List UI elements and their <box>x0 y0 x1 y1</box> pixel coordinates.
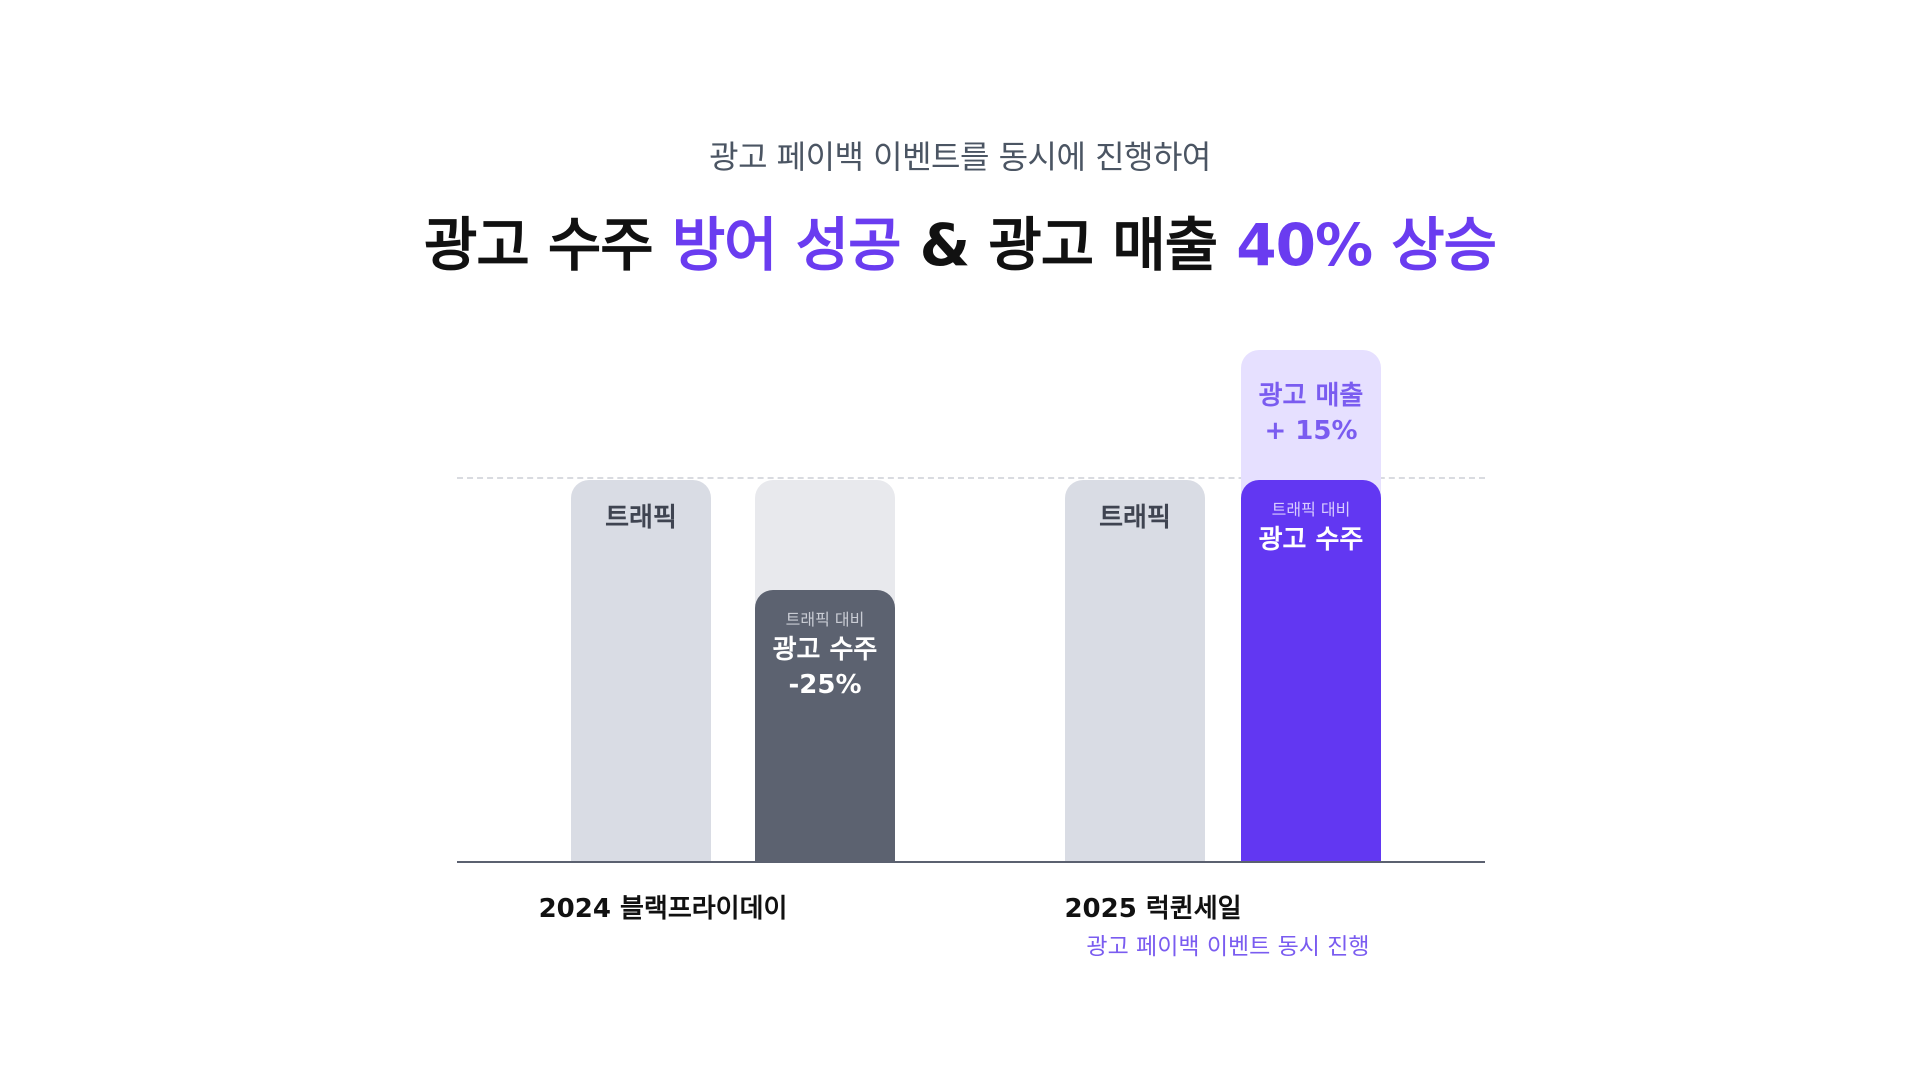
reference-line <box>457 477 1485 479</box>
x-axis-baseline <box>457 861 1485 863</box>
x-tick-label: 2025 럭퀸세일 <box>1064 894 1242 924</box>
bar-label: 광고 수주 <box>1258 525 1364 555</box>
bar-label: -25% <box>788 670 862 701</box>
bar-label: 트래픽 <box>605 503 677 533</box>
bar-label: 트래픽 대비 <box>785 610 865 630</box>
headline-text: & 광고 매출 <box>900 211 1237 279</box>
headline-accent: 방어 성공 <box>671 211 902 279</box>
bar-traffic-2024: 트래픽 <box>571 480 711 861</box>
bar-label: 광고 수주 <box>772 635 878 666</box>
bar-label: 광고 매출 <box>1258 381 1364 412</box>
headline-text: 광고 수주 <box>423 211 672 279</box>
x-tick-sublabel: 광고 페이백 이벤트 동시 진행 <box>1086 934 1370 960</box>
chart-headline: 광고 수주 방어 성공 & 광고 매출 40% 상승 <box>0 198 1920 282</box>
bar-label: + 15% <box>1264 416 1358 447</box>
bar-label: 트래픽 <box>1099 503 1171 533</box>
x-tick-label: 2024 블랙프라이데이 <box>538 894 788 924</box>
headline-accent: 40% 상승 <box>1236 211 1497 279</box>
bar-label: 트래픽 대비 <box>1271 500 1351 519</box>
chart-subtitle: 광고 페이백 이벤트를 동시에 진행하여 <box>709 138 1211 176</box>
bar-traffic-2025: 트래픽 <box>1065 480 1205 861</box>
